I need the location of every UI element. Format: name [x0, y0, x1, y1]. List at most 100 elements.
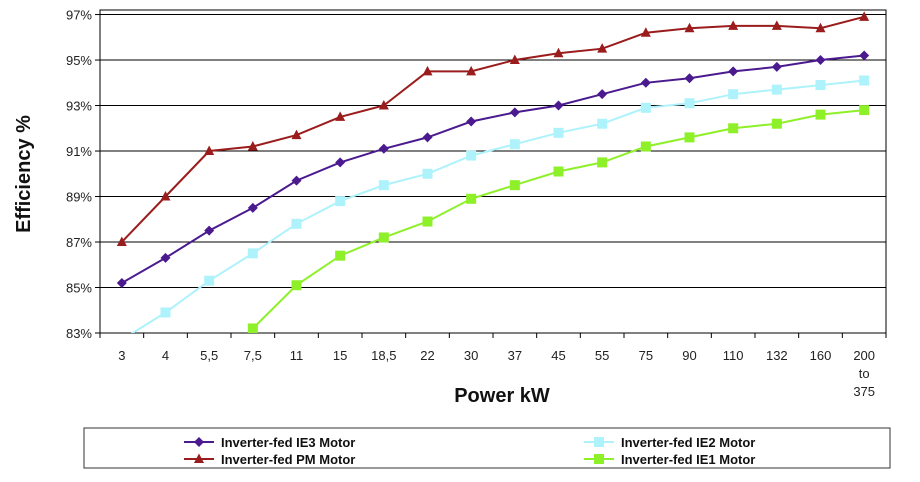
data-point: [378, 143, 389, 154]
legend-label: Inverter-fed IE2 Motor: [621, 435, 755, 450]
data-point: [553, 47, 564, 58]
series-3: [130, 75, 870, 333]
data-point: [378, 180, 389, 191]
x-tick-label: 375: [853, 384, 875, 399]
series-line: [130, 79, 865, 333]
y-axis-title: Efficiency %: [13, 115, 35, 233]
x-tick-label: 90: [682, 348, 696, 363]
data-point: [291, 280, 302, 291]
legend-swatch-marker: [594, 437, 604, 447]
data-point: [815, 55, 826, 66]
plot-border: [99, 9, 887, 334]
legend-entry: Inverter-fed IE2 Motor: [584, 435, 755, 450]
x-axis-title: Power kW: [454, 385, 550, 407]
data-point: [160, 307, 171, 318]
data-point: [684, 73, 695, 84]
data-point: [335, 157, 346, 168]
legend-entry: Inverter-fed PM Motor: [184, 452, 355, 467]
data-point: [291, 175, 302, 186]
y-tick-label: 89%: [66, 190, 92, 205]
data-point: [247, 140, 258, 151]
x-tick-label: 132: [766, 348, 788, 363]
x-tick-label: 7,5: [244, 348, 262, 363]
series-1: [116, 50, 870, 288]
legend-entry: Inverter-fed IE3 Motor: [184, 435, 355, 450]
data-point: [509, 139, 520, 150]
data-point: [509, 54, 520, 65]
series-layer: [116, 11, 870, 333]
data-point: [597, 89, 608, 100]
y-tick-label: 83%: [66, 326, 92, 341]
data-point: [728, 66, 739, 77]
series-line: [252, 109, 865, 330]
data-point: [335, 111, 346, 121]
legend-label: Inverter-fed IE3 Motor: [221, 435, 355, 450]
data-point: [466, 193, 477, 204]
data-point: [466, 116, 477, 127]
legend-swatch-marker: [194, 437, 204, 447]
y-tick-label: 87%: [66, 235, 92, 250]
series-4: [247, 105, 870, 333]
data-point: [640, 77, 651, 88]
data-point: [247, 323, 258, 333]
data-point: [684, 132, 695, 143]
legend-swatch-marker: [194, 453, 204, 463]
x-tick-label: 55: [595, 348, 609, 363]
data-point: [160, 191, 171, 201]
data-point: [640, 27, 651, 37]
data-point: [422, 168, 433, 179]
y-tick-label: 97%: [66, 8, 92, 23]
x-tick-label: 75: [639, 348, 653, 363]
data-point: [553, 127, 564, 138]
data-point: [859, 105, 870, 116]
data-point: [859, 75, 870, 86]
x-tick-label: 160: [810, 348, 832, 363]
y-tick-label: 91%: [66, 144, 92, 159]
x-axis-ticks: 3 4 5,5 7,5 11 15 18,5 22 30 37 45 55 75 90 110 132 160 2…: [99, 333, 887, 399]
data-point: [728, 20, 739, 30]
y-tick-label: 85%: [66, 281, 92, 296]
data-point: [815, 80, 826, 91]
data-point: [815, 109, 826, 120]
data-point: [422, 65, 433, 76]
data-point: [509, 180, 520, 191]
data-point: [771, 118, 782, 129]
data-point: [597, 118, 608, 129]
x-tick-label: 5,5: [200, 348, 218, 363]
legend-box: [83, 427, 891, 469]
x-tick-label: 15: [333, 348, 347, 363]
x-tick-label: 22: [420, 348, 434, 363]
data-point: [553, 166, 564, 177]
x-tick-label: 110: [723, 348, 744, 363]
y-tick-label: 93%: [66, 99, 92, 114]
data-point: [422, 132, 433, 143]
x-tick-label: 18,5: [371, 348, 396, 363]
data-point: [771, 61, 782, 72]
data-point: [728, 89, 739, 100]
data-point: [466, 65, 477, 76]
data-point: [335, 196, 346, 207]
series-2: [116, 11, 870, 247]
data-point: [859, 50, 870, 61]
data-point: [204, 275, 215, 286]
legend-swatch-marker: [594, 454, 604, 464]
y-axis-ticks: 83% 85% 87% 89% 91% 93% 95% 97%: [66, 8, 100, 341]
data-point: [378, 232, 389, 243]
plot-area: [99, 9, 887, 334]
data-point: [684, 98, 695, 109]
x-tick-label: 45: [551, 348, 565, 363]
data-point: [291, 129, 302, 140]
data-point: [771, 20, 782, 30]
data-point: [335, 250, 346, 261]
data-point: [597, 43, 608, 53]
data-point: [378, 100, 389, 110]
data-point: [815, 22, 826, 33]
data-point: [509, 107, 520, 118]
data-point: [204, 225, 215, 236]
data-point: [116, 236, 127, 247]
data-point: [291, 218, 302, 229]
legend-entry: Inverter-fed IE1 Motor: [584, 452, 755, 467]
x-tick-label: 4: [162, 348, 169, 363]
x-tick-label: to: [859, 366, 870, 381]
